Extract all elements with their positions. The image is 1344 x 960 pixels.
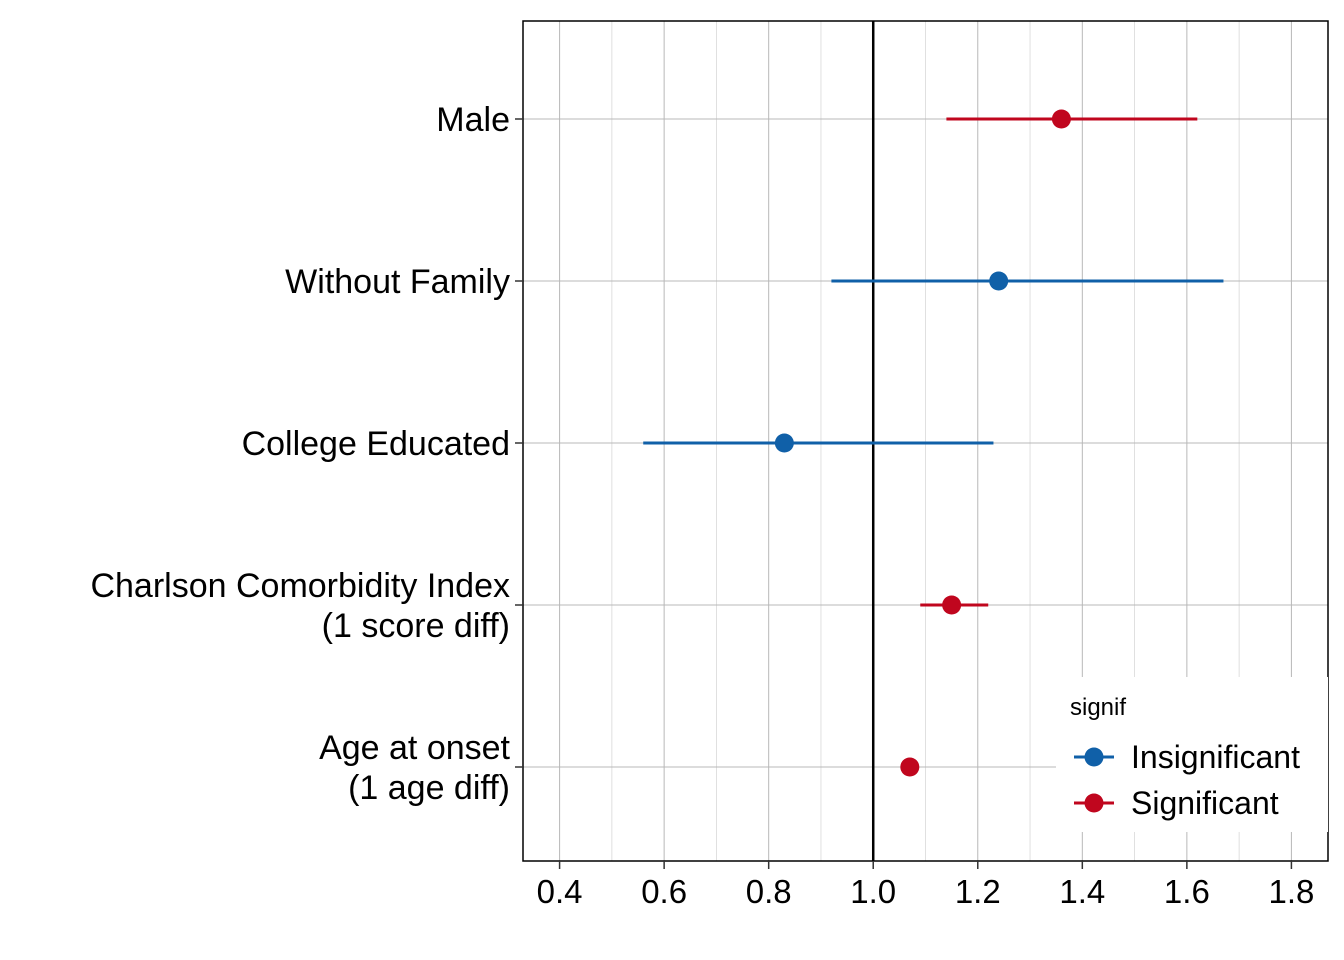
estimate-point [774,433,794,453]
legend-key-point [1084,747,1104,767]
legend-entry-label: Insignificant [1131,739,1300,775]
x-axis-tick-label: 1.8 [1268,873,1314,910]
legend-title: signif [1070,694,1126,721]
y-axis-category-label: (1 score diff) [322,607,510,645]
panel-border [522,20,1329,862]
estimate-point [989,271,1009,291]
legend-entry-label: Significant [1131,785,1279,821]
x-axis-tick-label: 0.4 [537,873,583,910]
y-axis-category-label: Male [436,101,510,139]
x-axis-tick-label: 0.6 [641,873,687,910]
y-axis-category-label: (1 age diff) [348,769,510,807]
data-marks [643,109,1224,777]
x-axis-tick-label: 1.6 [1164,873,1210,910]
legend-key-point [1084,793,1104,813]
y-axis-category-label: Age at onset [319,729,510,767]
x-axis-tick-label: 0.8 [746,873,792,910]
estimate-point [900,757,920,777]
estimate-point [942,595,962,615]
x-axis-tick-label: 1.4 [1059,873,1105,910]
y-axis-category-label: Charlson Comorbidity Index [90,567,510,605]
x-axis-tick-label: 1.2 [955,873,1001,910]
y-axis-category-label: College Educated [242,425,510,463]
x-axis-tick-label: 1.0 [850,873,896,910]
y-axis-category-label: Without Family [285,263,510,301]
axes: Male Without Family College Educated Charls… [90,20,1329,910]
estimate-point [1051,109,1071,129]
